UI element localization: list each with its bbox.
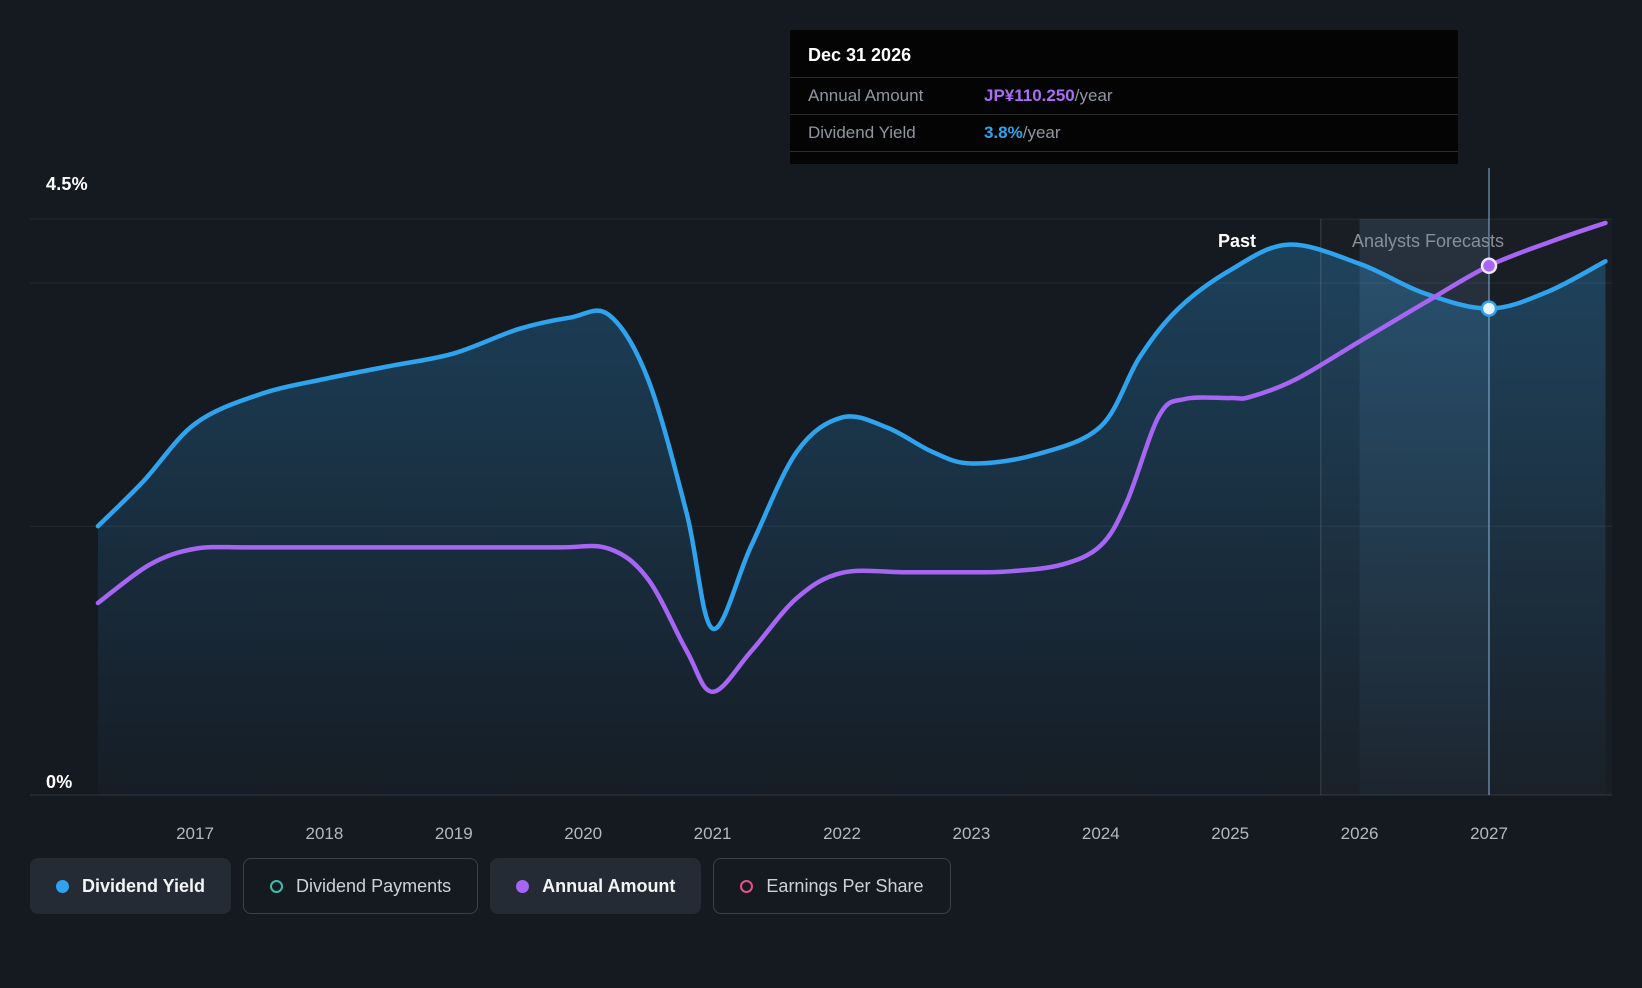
chart-tooltip: Dec 31 2026 Annual Amount JP¥110.250/yea… — [790, 30, 1458, 164]
earnings-per-share-ring-icon — [740, 879, 754, 893]
legend-item-dividend-payments[interactable]: Dividend Payments — [243, 858, 479, 914]
x-tick-label: 2019 — [435, 824, 473, 843]
legend-item-annual-amount[interactable]: Annual Amount — [490, 858, 702, 914]
tooltip-value: JP¥110.250 — [984, 86, 1075, 105]
past-label: Past — [1217, 231, 1256, 251]
marker-annual-amount[interactable] — [1480, 257, 1498, 275]
dividend-payments-ring-icon — [270, 879, 284, 893]
x-tick-label: 2023 — [952, 824, 990, 843]
tooltip-value-suffix: /year — [1074, 86, 1113, 105]
x-tick-label: 2026 — [1341, 824, 1379, 843]
legend-label: Earnings Per Share — [766, 875, 924, 896]
legend-item-earnings-per-share[interactable]: Earnings Per Share — [713, 858, 951, 914]
tooltip-row-annual-amount: Annual Amount JP¥110.250/year — [790, 77, 1458, 114]
analysts-forecasts-label: Analysts Forecasts — [1352, 231, 1505, 251]
y-axis-label-bottom: 0% — [46, 772, 73, 792]
x-tick-label: 2017 — [176, 824, 214, 843]
x-tick-label: 2027 — [1470, 824, 1508, 843]
x-tick-label: 2022 — [823, 824, 861, 843]
legend-label: Annual Amount — [542, 875, 676, 896]
series-line-annual-amount — [95, 220, 1608, 695]
marker-dividend-yield[interactable] — [1480, 300, 1498, 317]
x-tick-label: 2024 — [1082, 824, 1120, 843]
tooltip-label: Annual Amount — [808, 86, 924, 105]
series-area-dividend-yield — [97, 244, 1606, 796]
tooltip-label: Dividend Yield — [808, 123, 916, 142]
tooltip-value-suffix: /year — [1022, 123, 1061, 142]
tooltip-value: 3.8% — [984, 123, 1023, 142]
annual-amount-dot-icon — [516, 879, 530, 893]
tooltip-row-dividend-yield: Dividend Yield 3.8%/year — [790, 114, 1458, 152]
legend-label: Dividend Yield — [82, 875, 206, 896]
x-tick-label: 2020 — [564, 824, 602, 843]
y-axis-label-top: 4.5% — [46, 174, 88, 194]
x-tick-label: 2018 — [305, 824, 343, 843]
legend-item-dividend-yield[interactable]: Dividend Yield — [30, 858, 232, 914]
x-tick-label: 2025 — [1211, 824, 1249, 843]
legend-label: Dividend Payments — [296, 875, 452, 896]
series-line-dividend-yield — [95, 242, 1608, 631]
x-tick-label: 2021 — [694, 824, 732, 843]
chart-legend: Dividend Yield Dividend Payments Annual … — [30, 858, 951, 914]
tooltip-date: Dec 31 2026 — [808, 45, 912, 65]
dividend-yield-dot-icon — [56, 879, 69, 893]
